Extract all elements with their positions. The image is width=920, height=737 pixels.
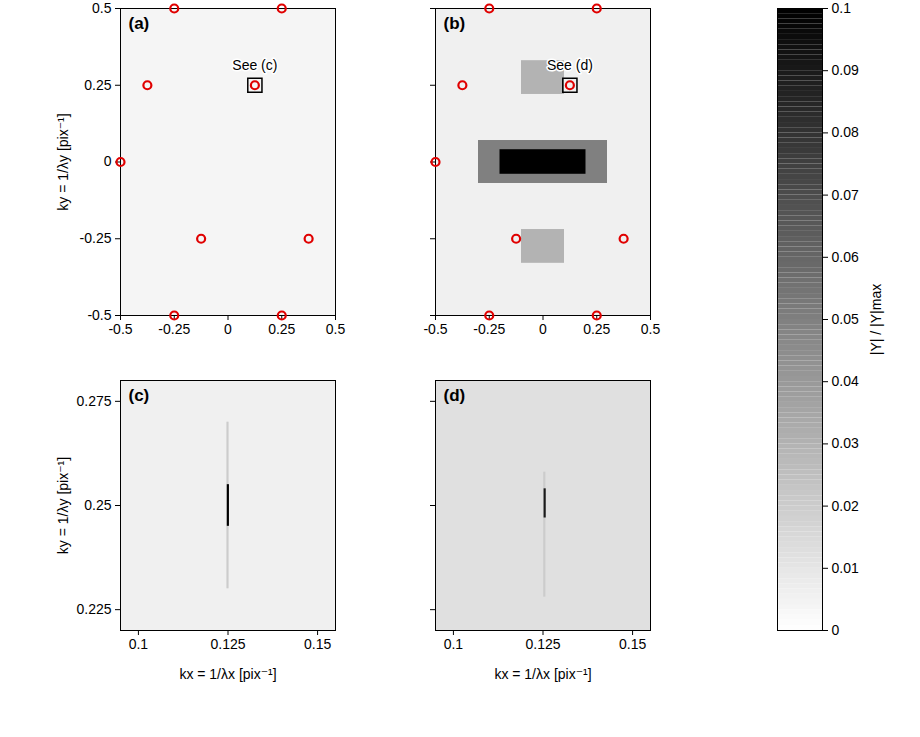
svg-text:0.125: 0.125 bbox=[525, 636, 560, 652]
svg-text:kx = 1/λx [pix⁻¹]: kx = 1/λx [pix⁻¹] bbox=[494, 666, 591, 682]
svg-text:0.1: 0.1 bbox=[129, 636, 149, 652]
svg-text:0.25: 0.25 bbox=[268, 321, 295, 337]
svg-text:0.5: 0.5 bbox=[92, 0, 112, 16]
svg-text:0.06: 0.06 bbox=[832, 249, 859, 265]
svg-text:ky = 1/λy [pix⁻¹]: ky = 1/λy [pix⁻¹] bbox=[55, 457, 71, 554]
svg-text:0.07: 0.07 bbox=[832, 187, 859, 203]
svg-text:0.5: 0.5 bbox=[326, 321, 346, 337]
svg-text:|Y| / |Y|max: |Y| / |Y|max bbox=[868, 284, 884, 355]
svg-text:0.03: 0.03 bbox=[832, 435, 859, 451]
svg-text:0.05: 0.05 bbox=[832, 311, 859, 327]
svg-text:0.04: 0.04 bbox=[832, 373, 859, 389]
svg-text:kx = 1/λx [pix⁻¹]: kx = 1/λx [pix⁻¹] bbox=[179, 666, 276, 682]
svg-text:-0.25: -0.25 bbox=[473, 321, 505, 337]
svg-text:(a): (a) bbox=[129, 14, 150, 33]
svg-text:See (d): See (d) bbox=[547, 57, 593, 73]
svg-text:0.125: 0.125 bbox=[210, 636, 245, 652]
svg-text:See (c): See (c) bbox=[232, 57, 277, 73]
svg-text:0.1: 0.1 bbox=[832, 0, 852, 16]
svg-text:(b): (b) bbox=[444, 14, 466, 33]
svg-text:0.25: 0.25 bbox=[84, 77, 111, 93]
svg-text:0.15: 0.15 bbox=[619, 636, 646, 652]
svg-text:0: 0 bbox=[224, 321, 232, 337]
svg-text:0.09: 0.09 bbox=[832, 62, 859, 78]
svg-text:0.25: 0.25 bbox=[583, 321, 610, 337]
svg-text:(d): (d) bbox=[444, 386, 466, 405]
svg-text:-0.25: -0.25 bbox=[158, 321, 190, 337]
svg-text:0: 0 bbox=[104, 153, 112, 169]
svg-text:0.15: 0.15 bbox=[304, 636, 331, 652]
svg-text:-0.25: -0.25 bbox=[80, 230, 112, 246]
svg-text:0.08: 0.08 bbox=[832, 124, 859, 140]
svg-text:ky = 1/λy [pix⁻¹]: ky = 1/λy [pix⁻¹] bbox=[55, 113, 71, 210]
svg-text:(c): (c) bbox=[129, 386, 150, 405]
svg-text:0.01: 0.01 bbox=[832, 560, 859, 576]
svg-text:0.1: 0.1 bbox=[444, 636, 464, 652]
svg-text:-0.5: -0.5 bbox=[423, 321, 447, 337]
svg-text:0.02: 0.02 bbox=[832, 498, 859, 514]
svg-text:0: 0 bbox=[539, 321, 547, 337]
svg-text:-0.5: -0.5 bbox=[108, 321, 132, 337]
svg-text:-0.5: -0.5 bbox=[87, 307, 112, 323]
svg-text:0.25: 0.25 bbox=[84, 497, 111, 513]
svg-text:0.225: 0.225 bbox=[76, 601, 111, 617]
svg-text:0: 0 bbox=[832, 622, 840, 638]
svg-text:0.275: 0.275 bbox=[76, 393, 111, 409]
svg-text:0.5: 0.5 bbox=[641, 321, 661, 337]
